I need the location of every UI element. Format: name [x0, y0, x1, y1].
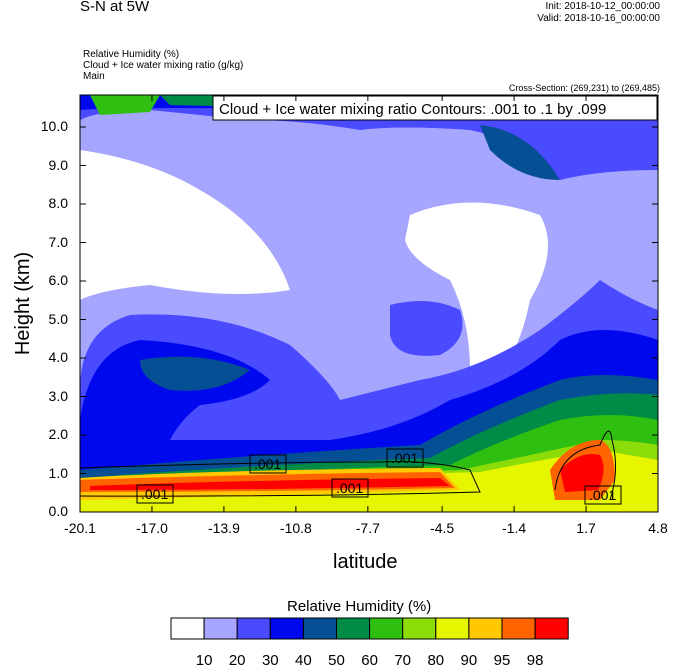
x-tick-label: -20.1: [64, 520, 96, 536]
colorbar-swatch: [302, 617, 337, 640]
colorbar-label: 70: [394, 652, 412, 668]
rh-98-left: [90, 478, 450, 490]
colorbar-swatch: [534, 617, 569, 640]
init-text: Init: 2018-10-12_00:00:00: [545, 1, 660, 12]
rh-20-30-blob: [390, 301, 463, 356]
colorbar-label: 50: [328, 652, 345, 668]
rh-40-50-blob: [140, 356, 250, 391]
x-tick-label: -13.9: [207, 520, 240, 536]
y-tick-label: 5.0: [48, 310, 68, 327]
colorbar-label: 10: [195, 652, 213, 668]
rh-fill: [80, 95, 658, 512]
x-axis-label: latitude: [333, 551, 398, 573]
x-tick-label: -7.7: [355, 520, 380, 536]
contour-labels: .001 .001 .001 .001 .001: [136, 448, 622, 505]
x-tick-label: -10.8: [279, 520, 312, 536]
qc-contours: [80, 430, 616, 501]
contour-label: .001: [141, 486, 168, 502]
colorbar-swatch: [170, 617, 205, 640]
field-list: Relative Humidity (%) Cloud + Ice water …: [83, 49, 243, 82]
colorbar-label: 60: [361, 652, 378, 668]
colorbar-label: 95: [493, 652, 511, 668]
x-tick-label: -4.5: [430, 520, 455, 536]
contour-label: .001: [589, 487, 616, 503]
contour-label: .001: [391, 450, 418, 466]
y-tick-label: 6.0: [48, 272, 68, 288]
colorbar-title: Relative Humidity (%): [287, 598, 432, 615]
y-axis-label: Height (km): [12, 251, 35, 356]
contour-info-box: [212, 95, 658, 121]
y-tick-label: 0.0: [48, 503, 68, 519]
field-rh: Relative Humidity (%): [83, 49, 180, 60]
colorbar-swatch: [269, 617, 304, 640]
x-tick-label: 1.7: [576, 520, 596, 536]
colorbar-swatch: [468, 617, 503, 640]
x-tick-label: -17.0: [135, 520, 168, 536]
plot-title: S-N at 5W: [80, 0, 150, 15]
colorbar-label: 30: [261, 652, 279, 668]
valid-text: Valid: 2018-10-16_00:00:00: [537, 13, 660, 24]
rh-60-70-top: [90, 95, 160, 115]
contour-label-box: [584, 485, 622, 505]
y-tick-label: 9.0: [48, 156, 68, 173]
colorbar-swatch: [236, 617, 271, 640]
cross-section-label: Cross-Section: (269,231) to (269,485): [508, 83, 660, 93]
colorbar-label: 40: [295, 652, 312, 668]
colorbar-label: 98: [526, 652, 544, 668]
colorbar-swatch: [203, 617, 238, 640]
colorbar-swatch: [369, 617, 404, 640]
ticks: [79, 95, 659, 513]
contour-label: .001: [254, 456, 281, 472]
colorbar-label: 80: [427, 652, 445, 668]
y-tick-label: 1.0: [48, 464, 68, 481]
y-tick-label: 7.0: [48, 233, 68, 250]
colorbar: [170, 617, 569, 640]
rh-98-right: [560, 454, 604, 492]
x-tick-label: -1.4: [502, 520, 527, 536]
plot-frame: [79, 94, 659, 513]
qc-contour: [554, 430, 616, 501]
contour-label-box: [136, 484, 174, 504]
rh-lt10-right: [405, 202, 548, 370]
contour-label-box: [331, 478, 369, 498]
y-tick-label: 4.0: [48, 349, 68, 365]
qc-contour: [80, 461, 481, 497]
init-time: Init: 2018-10-12_00:00:00 Valid: 2018-10-…: [537, 1, 660, 25]
colorbar-label: 20: [228, 652, 246, 668]
y-tick-label: 3.0: [48, 387, 68, 404]
field-main: Main: [83, 71, 105, 82]
x-tick-label: 4.8: [648, 520, 668, 536]
y-tick-label: 8.0: [48, 195, 68, 211]
colorbar-swatch: [435, 617, 470, 640]
rh-lt10-left: [80, 150, 290, 300]
rh-40-50-topright: [480, 125, 560, 180]
colorbar-swatch: [336, 617, 371, 640]
colorbar-label: 90: [460, 652, 478, 668]
contour-label-box: [249, 454, 287, 474]
contour-info: Cloud + Ice water mixing ratio Contours:…: [219, 101, 606, 118]
colorbar-swatch: [402, 617, 437, 640]
colorbar-swatch: [501, 617, 536, 640]
y-tick-label: 10.0: [40, 118, 68, 134]
field-qc: Cloud + Ice water mixing ratio (g/kg): [83, 60, 244, 71]
y-tick-label: 2.0: [48, 426, 68, 442]
contour-label-box: [386, 448, 424, 468]
contour-label: .001: [336, 480, 363, 496]
